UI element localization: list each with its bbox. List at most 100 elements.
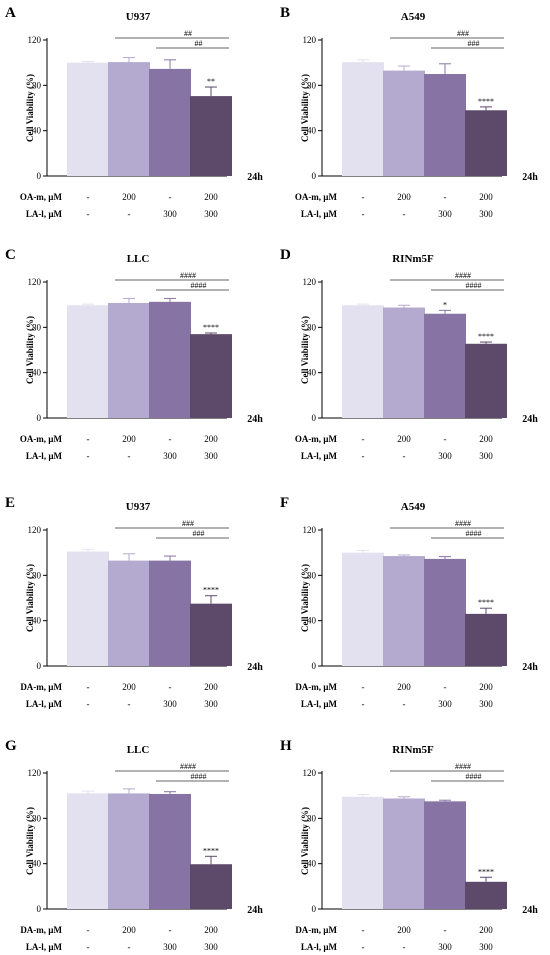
y-tick-label: 80: [32, 80, 42, 90]
significance-marker: ****: [478, 867, 494, 876]
row-cell: -: [444, 925, 447, 935]
significance-marker: *: [443, 300, 447, 309]
significance-marker: **: [207, 77, 215, 86]
row-cell: 300: [438, 451, 452, 461]
row-cell: 300: [204, 209, 218, 219]
row-label: OA-m, µM: [295, 192, 338, 202]
bar: [149, 68, 191, 176]
panel-e: E U937 Cell Viability (%) 0 40 80 120 **** #####…: [5, 495, 263, 709]
bracket-label: ####: [466, 281, 482, 290]
row-cell: 300: [438, 209, 452, 219]
bar: [108, 302, 150, 418]
row-label: LA-l, µM: [301, 209, 338, 219]
row-cell: -: [362, 209, 365, 219]
row-label: DA-m, µM: [20, 925, 62, 935]
row-cell: -: [444, 434, 447, 444]
chart-title: A549: [401, 501, 426, 513]
bar: [465, 881, 507, 909]
y-axis-label: Cell Viability (%): [25, 74, 35, 142]
panel-letter: F: [280, 495, 289, 511]
row-cell: 200: [397, 434, 411, 444]
y-axis-label: Cell Viability (%): [25, 564, 35, 632]
row-cell: 200: [204, 682, 218, 692]
y-tick-label: 0: [312, 904, 317, 914]
y-tick-label: 0: [37, 661, 42, 671]
y-axis-label: Cell Viability (%): [300, 807, 310, 875]
y-tick-label: 40: [307, 616, 317, 626]
bar: [342, 62, 384, 176]
y-tick-label: 0: [37, 171, 42, 181]
time-label: 24h: [522, 905, 538, 916]
bar: [383, 70, 425, 176]
bracket-label: ####: [455, 271, 471, 280]
time-label: 24h: [522, 172, 538, 183]
significance-marker: ****: [478, 97, 494, 106]
y-tick-label: 80: [307, 80, 317, 90]
y-axis-label: Cell Viability (%): [300, 316, 310, 384]
row-cell: -: [362, 699, 365, 709]
row-cell: 200: [479, 682, 493, 692]
chart-title: LLC: [127, 744, 150, 756]
row-cell: -: [87, 209, 90, 219]
significance-marker: ****: [203, 846, 219, 855]
row-cell: -: [403, 942, 406, 952]
row-cell: 300: [163, 451, 177, 461]
row-cell: 300: [479, 209, 493, 219]
row-label: DA-m, µM: [20, 682, 62, 692]
row-label: OA-m, µM: [295, 434, 338, 444]
row-cell: -: [169, 434, 172, 444]
y-tick-label: 80: [307, 813, 317, 823]
row-label: LA-l, µM: [26, 942, 63, 952]
bracket-label: ###: [468, 39, 480, 48]
row-cell: -: [87, 192, 90, 202]
row-cell: -: [87, 682, 90, 692]
row-cell: -: [403, 451, 406, 461]
bar: [108, 793, 150, 909]
row-cell: 200: [397, 682, 411, 692]
panel-letter: E: [5, 495, 15, 511]
row-cell: -: [444, 682, 447, 692]
y-tick-label: 120: [28, 277, 42, 287]
bar: [190, 334, 232, 418]
bracket-label: ##: [195, 39, 203, 48]
row-cell: -: [403, 699, 406, 709]
row-cell: 200: [397, 925, 411, 935]
chart-title: U937: [126, 501, 151, 513]
row-cell: 200: [204, 925, 218, 935]
row-label: DA-m, µM: [295, 682, 337, 692]
row-cell: -: [362, 451, 365, 461]
bar: [465, 343, 507, 418]
bracket-label: ###: [193, 529, 205, 538]
row-label: LA-l, µM: [301, 699, 338, 709]
y-tick-label: 40: [32, 126, 42, 136]
bar: [424, 74, 466, 176]
row-cell: 200: [479, 925, 493, 935]
panel-g: G LLC Cell Viability (%) 0 40 80 120 **** ######…: [5, 738, 263, 952]
time-label: 24h: [247, 414, 263, 425]
y-tick-label: 80: [32, 570, 42, 580]
row-cell: -: [87, 434, 90, 444]
bar: [67, 551, 109, 666]
row-cell: 300: [479, 942, 493, 952]
bar: [465, 613, 507, 666]
y-tick-label: 0: [312, 661, 317, 671]
bar: [149, 301, 191, 418]
row-cell: -: [444, 192, 447, 202]
chart-title: RINm5F: [392, 744, 434, 756]
row-cell: 300: [479, 451, 493, 461]
bar: [149, 793, 191, 909]
row-cell: -: [169, 192, 172, 202]
y-tick-label: 0: [37, 413, 42, 423]
bar: [67, 305, 109, 418]
row-cell: -: [128, 699, 131, 709]
time-label: 24h: [247, 172, 263, 183]
bar: [342, 552, 384, 666]
row-cell: -: [128, 209, 131, 219]
row-cell: -: [169, 925, 172, 935]
bracket-label: ####: [466, 772, 482, 781]
row-cell: 200: [479, 192, 493, 202]
bracket-label: ####: [191, 772, 207, 781]
panel-h: H RINm5F Cell Viability (%) 0 40 80 120 **** ###…: [280, 738, 538, 952]
